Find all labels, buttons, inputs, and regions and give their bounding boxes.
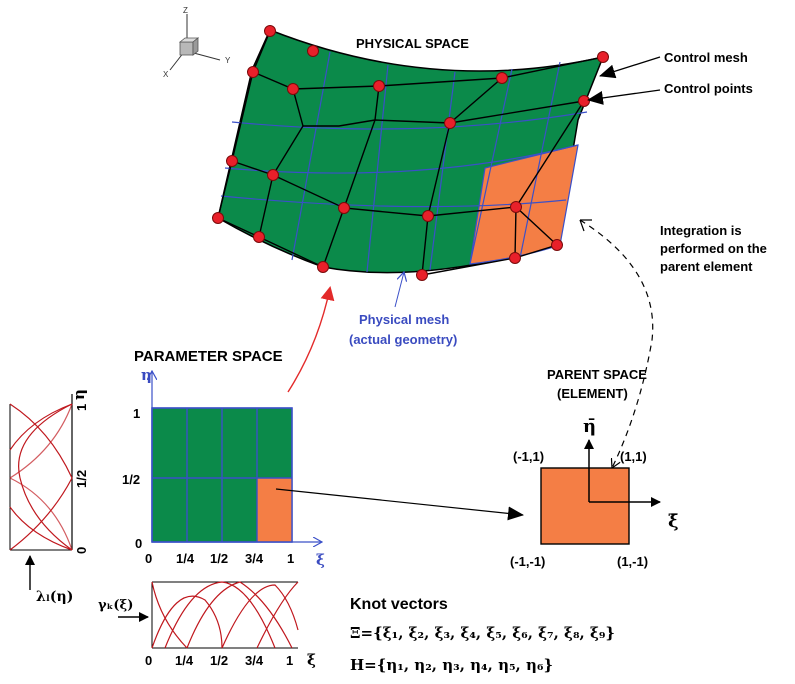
param-xi-axis-label: ξ bbox=[316, 551, 325, 569]
param-x-tick: 1/4 bbox=[176, 551, 195, 566]
parent-space-title-line1: PARENT SPACE bbox=[547, 367, 647, 382]
xi-axis-tick: ξ bbox=[307, 651, 316, 669]
integration-label-line3: parent element bbox=[660, 259, 753, 274]
control-points-label: Control points bbox=[664, 81, 753, 96]
physical-mesh-label-line2: (actual geometry) bbox=[349, 332, 457, 347]
parent-corner-tr: (1,1) bbox=[620, 449, 647, 464]
control-point bbox=[227, 156, 238, 167]
param-y-tick: 1 bbox=[133, 406, 140, 421]
parent-element bbox=[541, 468, 629, 544]
parameter-orange-element bbox=[257, 478, 292, 542]
control-point bbox=[265, 26, 276, 37]
integration-label-line2: performed on the bbox=[660, 241, 767, 256]
control-mesh-arrow bbox=[600, 57, 660, 76]
eta-axis-tick: 1 bbox=[74, 404, 89, 411]
eta-axis-tick: 0 bbox=[74, 547, 89, 554]
param-y-tick: 1/2 bbox=[122, 472, 140, 487]
integration-label-line1: Integration is bbox=[660, 223, 742, 238]
control-point bbox=[339, 203, 350, 214]
parameter-grid bbox=[152, 371, 322, 542]
control-point bbox=[510, 253, 521, 264]
control-points-arrow bbox=[588, 90, 660, 100]
xi-basis-plot bbox=[152, 582, 298, 648]
parent-corner-tl: (-1,1) bbox=[513, 449, 544, 464]
parent-corner-br: (1,-1) bbox=[617, 554, 648, 569]
eta-basis-plot bbox=[10, 394, 72, 550]
element-map-arrow bbox=[276, 489, 523, 515]
param-y-ticks: 1 1/2 0 bbox=[122, 406, 142, 551]
control-point bbox=[288, 84, 299, 95]
xi-axis-tick: 3/4 bbox=[245, 653, 264, 668]
parent-eta-bar-label: η̄ bbox=[583, 416, 596, 437]
xi-basis-ticks: 0 1/4 1/2 3/4 1 ξ bbox=[145, 651, 316, 669]
control-point bbox=[598, 52, 609, 63]
param-x-tick: 0 bbox=[145, 551, 152, 566]
eta-axis-tick: 1/2 bbox=[74, 470, 89, 488]
eta-basis-ticks: η 1 1/2 0 bbox=[70, 389, 89, 554]
param-x-tick: 1/2 bbox=[210, 551, 228, 566]
param-x-ticks: 0 1/4 1/2 3/4 1 bbox=[145, 551, 294, 566]
axis-z-label: Z bbox=[183, 6, 188, 15]
physical-surface bbox=[213, 26, 609, 281]
param-eta-axis-label: η bbox=[141, 366, 152, 384]
parent-space-title-line2: (ELEMENT) bbox=[557, 386, 628, 401]
xi-axis-tick: 1/4 bbox=[175, 653, 194, 668]
param-y-tick: 0 bbox=[135, 536, 142, 551]
physical-space-title: PHYSICAL SPACE bbox=[356, 36, 469, 51]
control-point bbox=[213, 213, 224, 224]
eta-knot-vector: H={η₁, η₂, η₃, η₄, η₅, η₆} bbox=[350, 656, 553, 674]
control-point bbox=[374, 81, 385, 92]
parent-xi-bar-label: ξ̄ bbox=[668, 511, 679, 532]
control-point bbox=[318, 262, 329, 273]
physical-mesh-label-line1: Physical mesh bbox=[359, 312, 449, 327]
xi-axis-tick: 1/2 bbox=[210, 653, 228, 668]
control-point bbox=[308, 46, 319, 57]
param-x-tick: 1 bbox=[287, 551, 294, 566]
gamma-label: γₖ(ξ) bbox=[98, 598, 133, 613]
control-mesh-label: Control mesh bbox=[664, 50, 748, 65]
parameter-space-title: PARAMETER SPACE bbox=[134, 348, 283, 365]
control-point bbox=[552, 240, 563, 251]
axis-x-label: X bbox=[163, 70, 169, 79]
physical-mesh-arrow bbox=[395, 272, 404, 307]
lambda-label: λₗ(η) bbox=[36, 589, 73, 605]
control-point bbox=[423, 211, 434, 222]
control-point bbox=[445, 118, 456, 129]
eta-axis-tick: η bbox=[70, 389, 88, 400]
xi-axis-tick: 0 bbox=[145, 653, 152, 668]
control-point bbox=[254, 232, 265, 243]
control-point bbox=[497, 73, 508, 84]
control-point bbox=[511, 202, 522, 213]
xi-axis-tick: 1 bbox=[286, 653, 293, 668]
param-x-tick: 3/4 bbox=[245, 551, 264, 566]
xi-knot-vector: Ξ={ξ₁, ξ₂, ξ₃, ξ₄, ξ₅, ξ₆, ξ₇, ξ₈, ξ₉} bbox=[350, 624, 615, 642]
control-point bbox=[579, 96, 590, 107]
control-point bbox=[268, 170, 279, 181]
axis-triad-icon: Z Y X bbox=[163, 6, 231, 79]
knot-vectors-title: Knot vectors bbox=[350, 596, 448, 613]
control-point bbox=[417, 270, 428, 281]
parent-corner-bl: (-1,-1) bbox=[510, 554, 545, 569]
axis-y-label: Y bbox=[225, 56, 231, 65]
mapping-arrow bbox=[288, 288, 330, 392]
control-point bbox=[248, 67, 259, 78]
